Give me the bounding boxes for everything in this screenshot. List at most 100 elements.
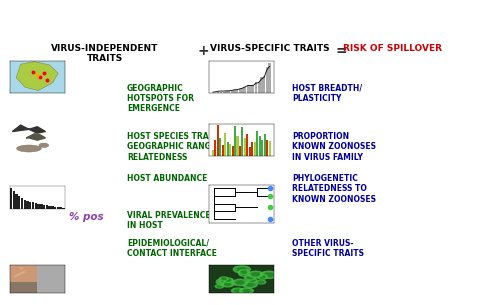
Circle shape	[241, 271, 247, 273]
Circle shape	[260, 271, 277, 278]
Text: OTHER VIRUS-
SPECIFIC TRAITS: OTHER VIRUS- SPECIFIC TRAITS	[292, 239, 364, 258]
Bar	[220, 92, 222, 93]
Circle shape	[226, 279, 231, 281]
Bar	[51, 206, 54, 209]
Bar	[254, 142, 256, 156]
Ellipse shape	[16, 145, 41, 152]
Bar	[223, 92, 225, 93]
Bar	[261, 140, 263, 156]
Bar	[259, 136, 261, 156]
Bar	[230, 91, 233, 93]
Bar	[229, 144, 231, 156]
Circle shape	[237, 281, 244, 284]
Bar	[10, 188, 12, 209]
Bar	[250, 85, 252, 93]
Bar	[10, 282, 37, 293]
Bar	[215, 92, 217, 93]
Bar	[265, 67, 268, 93]
Bar	[236, 90, 238, 93]
Bar	[241, 88, 244, 93]
Circle shape	[235, 289, 241, 292]
Circle shape	[233, 279, 248, 286]
Bar	[244, 87, 246, 93]
Bar	[48, 206, 51, 209]
Circle shape	[215, 285, 224, 288]
Circle shape	[231, 288, 244, 293]
Circle shape	[243, 289, 250, 292]
Text: HOST SPECIES TRAITS,
GEOGRAPHIC RANGE,
RELATEDNESS: HOST SPECIES TRAITS, GEOGRAPHIC RANGE, R…	[127, 132, 225, 162]
Bar	[18, 196, 21, 209]
Circle shape	[257, 275, 267, 279]
Circle shape	[250, 280, 255, 282]
Bar	[227, 142, 228, 156]
Bar	[57, 207, 59, 209]
Bar	[224, 133, 226, 156]
Bar	[244, 138, 246, 156]
Circle shape	[259, 281, 264, 283]
Bar	[24, 199, 26, 209]
Bar	[255, 82, 257, 93]
Circle shape	[264, 273, 273, 277]
Bar	[62, 208, 65, 209]
Bar	[10, 265, 37, 282]
Text: GEOGRAPHIC
HOTSPOTS FOR
EMERGENCE: GEOGRAPHIC HOTSPOTS FOR EMERGENCE	[127, 84, 194, 113]
Bar	[246, 134, 249, 156]
Bar	[266, 140, 268, 156]
Bar	[228, 91, 230, 93]
Bar	[214, 140, 216, 156]
Circle shape	[244, 275, 256, 280]
Circle shape	[225, 283, 231, 285]
Circle shape	[233, 266, 251, 273]
Circle shape	[222, 280, 228, 283]
Circle shape	[242, 282, 257, 288]
Polygon shape	[16, 62, 58, 91]
Bar	[252, 85, 254, 93]
Text: +: +	[197, 44, 209, 58]
Text: PHYLOGENETIC
RELATEDNESS TO
KNOWN ZOONOSES: PHYLOGENETIC RELATEDNESS TO KNOWN ZOONOS…	[292, 174, 376, 204]
Circle shape	[240, 288, 253, 294]
Bar	[15, 194, 18, 209]
Text: =: =	[335, 44, 347, 58]
Circle shape	[248, 271, 263, 278]
Bar	[258, 81, 260, 93]
Bar	[260, 77, 263, 93]
Text: VIRUS-SPECIFIC TRAITS: VIRUS-SPECIFIC TRAITS	[210, 44, 330, 53]
Bar	[35, 203, 37, 209]
Bar	[239, 89, 241, 93]
Text: PROPORTION
KNOWN ZOONOSES
IN VIRUS FAMILY: PROPORTION KNOWN ZOONOSES IN VIRUS FAMIL…	[292, 132, 376, 162]
Bar	[54, 207, 56, 209]
Bar	[216, 125, 219, 156]
Circle shape	[239, 270, 249, 274]
Polygon shape	[12, 125, 46, 133]
Bar	[251, 142, 253, 156]
Polygon shape	[26, 134, 46, 140]
Text: RISK OF SPILLOVER: RISK OF SPILLOVER	[344, 44, 443, 53]
Bar	[40, 204, 43, 209]
Bar	[46, 205, 48, 209]
Bar	[32, 203, 34, 209]
Circle shape	[222, 278, 226, 280]
Text: EPIDEMIOLOGICAL/
CONTACT INTERFACE: EPIDEMIOLOGICAL/ CONTACT INTERFACE	[127, 239, 217, 258]
Circle shape	[238, 267, 246, 271]
Circle shape	[221, 280, 229, 284]
Circle shape	[260, 276, 265, 278]
Bar	[212, 150, 214, 156]
Bar	[263, 76, 265, 93]
Text: VIRUS-INDEPENDENT
TRAITS: VIRUS-INDEPENDENT TRAITS	[51, 44, 158, 63]
Text: % pos: % pos	[69, 212, 104, 221]
Circle shape	[219, 277, 228, 281]
Circle shape	[239, 272, 250, 276]
Ellipse shape	[39, 143, 49, 148]
Bar	[249, 147, 251, 156]
Bar	[37, 204, 40, 209]
Circle shape	[252, 273, 259, 276]
Bar	[268, 141, 271, 156]
Bar	[239, 146, 241, 156]
Bar	[268, 63, 271, 93]
Bar	[21, 198, 23, 209]
Bar	[256, 131, 258, 156]
Bar	[241, 127, 243, 156]
Circle shape	[246, 283, 253, 286]
Circle shape	[219, 279, 231, 284]
Text: VIRAL PREVALENCE
IN HOST: VIRAL PREVALENCE IN HOST	[127, 211, 211, 230]
